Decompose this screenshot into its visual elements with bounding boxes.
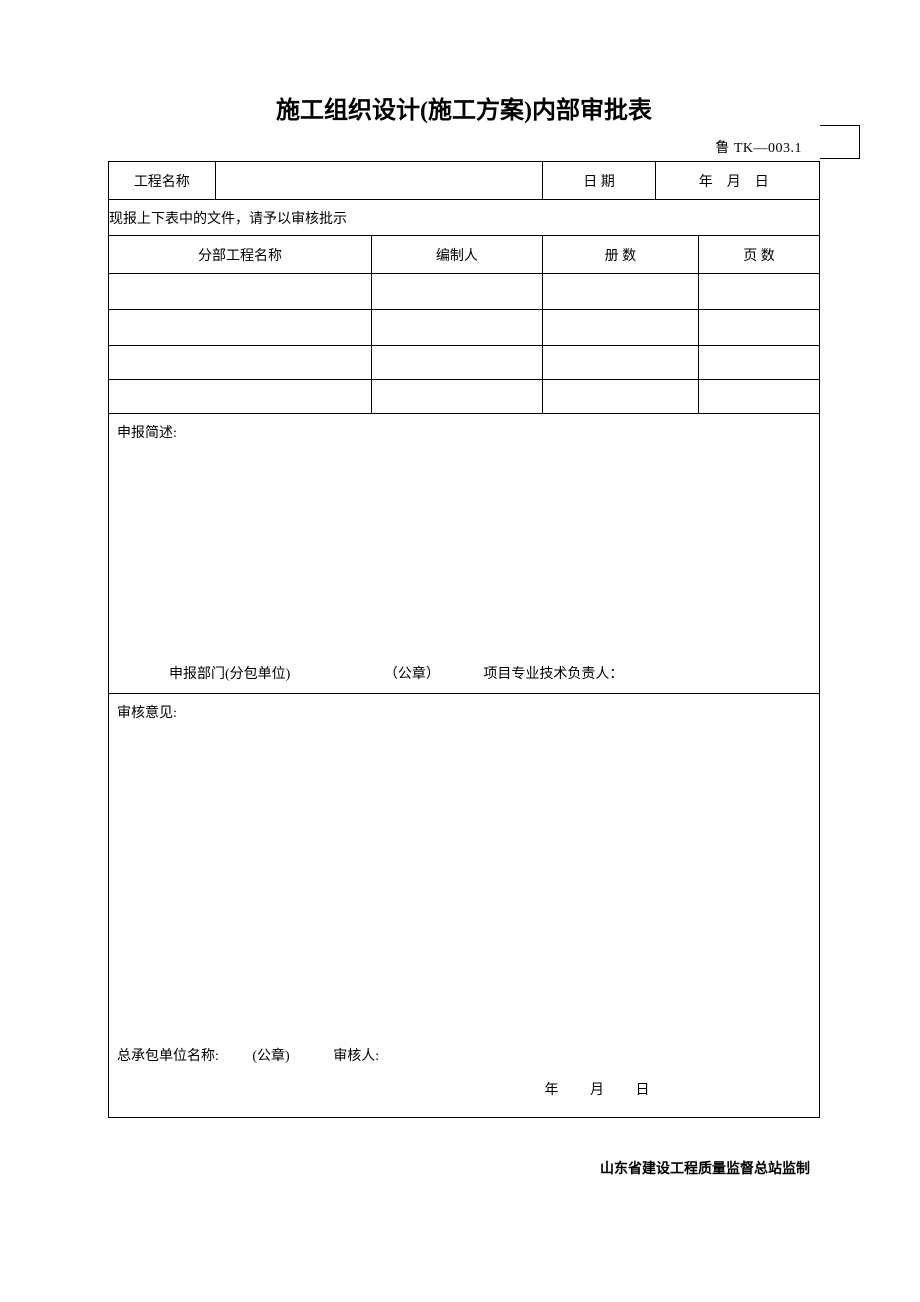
review-year: 年 (545, 1083, 559, 1098)
project-name-value (215, 162, 542, 200)
table-row (542, 346, 698, 380)
table-row (542, 310, 698, 346)
table-row (542, 380, 698, 414)
col-compiler: 编制人 (372, 236, 543, 274)
table-row (109, 380, 372, 414)
tech-lead-label: 项目专业技术负责人： (483, 663, 623, 683)
project-name-label: 工程名称 (109, 162, 216, 200)
date-year: 年 (699, 175, 727, 190)
date-label: 日 期 (542, 162, 656, 200)
reviewer-label: 审核人: (333, 1045, 379, 1065)
review-seal-label: (公章) (252, 1045, 289, 1065)
seal-label: （公章） (384, 663, 440, 683)
review-month: 月 (590, 1083, 604, 1098)
review-section: 审核意见: 总承包单位名称: (公章) 审核人: 年 月 日 (109, 694, 820, 1118)
brief-section: 申报简述: 申报部门(分包单位) （公章） 项目专业技术负责人： (109, 414, 820, 694)
table-row (372, 310, 543, 346)
table-row (372, 380, 543, 414)
table-row (109, 310, 372, 346)
col-volumes: 册 数 (542, 236, 698, 274)
footer-text: 山东省建设工程质量监督总站监制 (108, 1158, 810, 1178)
col-sub-project: 分部工程名称 (109, 236, 372, 274)
table-row (109, 346, 372, 380)
table-row (372, 346, 543, 380)
date-day: 日 (755, 175, 783, 190)
page-title: 施工组织设计(施工方案)内部审批表 (108, 90, 820, 125)
approval-form-table: 工程名称 日 期 年月日 现报上下表中的文件，请予以审核批示 分部工程名称 编制… (108, 161, 820, 1118)
date-value: 年月日 (656, 162, 820, 200)
review-day: 日 (636, 1083, 650, 1098)
table-row (699, 274, 820, 310)
table-row (372, 274, 543, 310)
brief-label: 申报简述: (117, 422, 177, 442)
table-row (699, 310, 820, 346)
review-date: 年 月 日 (109, 1079, 819, 1099)
table-row (699, 380, 820, 414)
table-row (542, 274, 698, 310)
dept-label: 申报部门(分包单位) (169, 663, 290, 683)
col-pages: 页 数 (699, 236, 820, 274)
table-row (699, 346, 820, 380)
review-label: 审核意见: (117, 702, 177, 722)
instruction-text: 现报上下表中的文件，请予以审核批示 (109, 200, 820, 236)
date-month: 月 (727, 175, 755, 190)
contractor-label: 总承包单位名称: (117, 1045, 219, 1065)
corner-box (820, 125, 860, 159)
form-code: 鲁 TK—003.1 (715, 137, 802, 157)
table-row (109, 274, 372, 310)
